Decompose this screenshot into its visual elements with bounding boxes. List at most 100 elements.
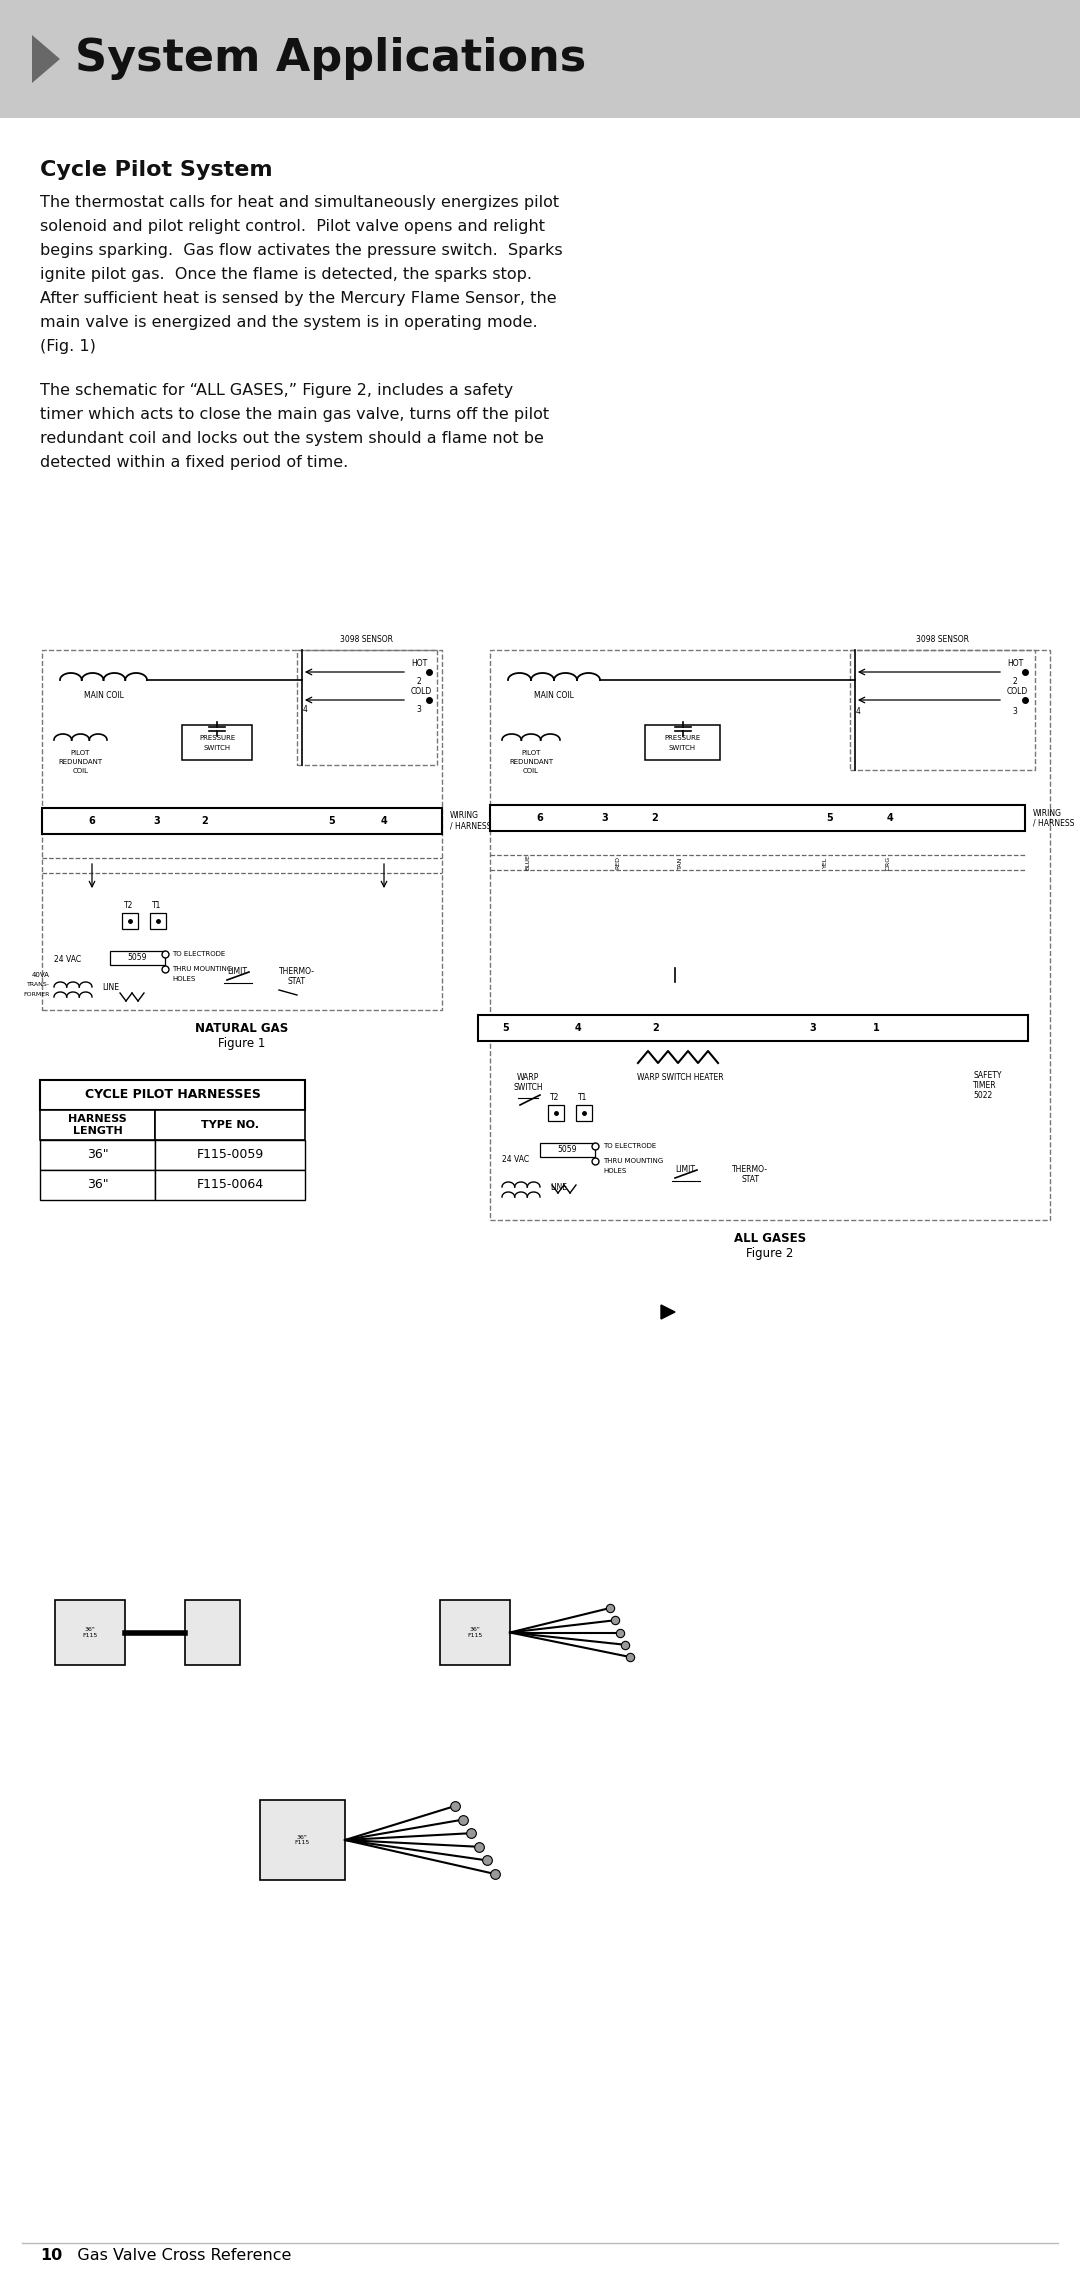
Text: 2: 2	[652, 1022, 660, 1034]
Text: detected within a fixed period of time.: detected within a fixed period of time.	[40, 455, 348, 471]
Text: Figure 1: Figure 1	[218, 1038, 266, 1050]
Text: ORG: ORG	[886, 855, 891, 869]
Bar	[150, 913, 166, 929]
Bar	[540, 1144, 595, 1157]
Text: 4: 4	[855, 707, 861, 716]
Text: THRU MOUNTING: THRU MOUNTING	[603, 1157, 663, 1164]
Text: begins sparking.  Gas flow activates the pressure switch.  Sparks: begins sparking. Gas flow activates the …	[40, 242, 563, 258]
Text: main valve is energized and the system is in operating mode.: main valve is energized and the system i…	[40, 316, 538, 329]
Text: BLUE: BLUE	[526, 855, 530, 871]
Text: 3: 3	[810, 1022, 816, 1034]
Text: T2: T2	[551, 1093, 559, 1102]
Bar	[156, 1109, 305, 1139]
Text: STAT: STAT	[741, 1176, 759, 1185]
Text: 36"
F115: 36" F115	[468, 1626, 483, 1637]
Text: 4: 4	[380, 816, 388, 826]
Text: After sufficient heat is sensed by the Mercury Flame Sensor, the: After sufficient heat is sensed by the M…	[40, 290, 556, 306]
Text: Gas Valve Cross Reference: Gas Valve Cross Reference	[62, 2248, 292, 2262]
Polygon shape	[32, 34, 60, 82]
Text: F115-0064: F115-0064	[197, 1178, 264, 1192]
Bar	[122, 913, 138, 929]
Text: RED: RED	[616, 855, 621, 869]
Text: 3: 3	[153, 816, 160, 826]
Text: 36": 36"	[86, 1148, 108, 1162]
Text: Figure 2: Figure 2	[746, 1246, 794, 1260]
Text: 3: 3	[417, 704, 421, 714]
Text: TRANS-: TRANS-	[27, 983, 50, 988]
Text: 2: 2	[1013, 677, 1017, 686]
Text: / HARNESS: / HARNESS	[1032, 819, 1075, 828]
Text: NATURAL GAS: NATURAL GAS	[195, 1022, 288, 1034]
Text: 5: 5	[502, 1022, 510, 1034]
Text: Cycle Pilot System: Cycle Pilot System	[40, 160, 272, 181]
Text: STAT: STAT	[288, 977, 306, 986]
Text: / HARNESS: / HARNESS	[450, 821, 491, 830]
Text: REDUNDANT: REDUNDANT	[509, 759, 553, 764]
Text: 5059: 5059	[127, 954, 147, 963]
Text: 24 VAC: 24 VAC	[502, 1155, 529, 1164]
Text: F115-0059: F115-0059	[197, 1148, 264, 1162]
Text: PILOT: PILOT	[71, 750, 91, 757]
Text: timer which acts to close the main gas valve, turns off the pilot: timer which acts to close the main gas v…	[40, 407, 549, 423]
Text: WIRING: WIRING	[1032, 810, 1062, 816]
Text: 2: 2	[417, 677, 421, 686]
Text: The schematic for “ALL GASES,” Figure 2, includes a safety: The schematic for “ALL GASES,” Figure 2,…	[40, 382, 513, 398]
Text: 24 VAC: 24 VAC	[54, 956, 81, 965]
Text: 2: 2	[651, 812, 659, 823]
Bar	[490, 650, 1050, 1219]
Text: SAFETY: SAFETY	[973, 1070, 1001, 1079]
Bar	[645, 725, 720, 759]
Text: solenoid and pilot relight control.  Pilot valve opens and relight: solenoid and pilot relight control. Pilo…	[40, 220, 545, 233]
Text: 10: 10	[40, 2248, 63, 2262]
Text: TYPE NO.: TYPE NO.	[201, 1121, 259, 1130]
Text: 4: 4	[887, 812, 893, 823]
Text: 6: 6	[537, 812, 543, 823]
Text: T1: T1	[578, 1093, 588, 1102]
Text: 36"
F115: 36" F115	[82, 1626, 97, 1637]
Text: T1: T1	[152, 901, 162, 910]
Text: 36": 36"	[86, 1178, 108, 1192]
Bar	[478, 1015, 1028, 1041]
Text: 6: 6	[89, 816, 95, 826]
Text: LINE: LINE	[102, 983, 119, 993]
Bar	[576, 1105, 592, 1121]
Bar	[156, 1139, 305, 1171]
Bar	[548, 1105, 564, 1121]
Text: (Fig. 1): (Fig. 1)	[40, 338, 96, 354]
Text: REDUNDANT: REDUNDANT	[58, 759, 103, 764]
Bar	[55, 1601, 125, 1665]
Text: TO ELECTRODE: TO ELECTRODE	[603, 1144, 657, 1148]
Text: WARP SWITCH HEATER: WARP SWITCH HEATER	[637, 1073, 724, 1082]
Text: SWITCH: SWITCH	[669, 746, 697, 750]
Text: HOLES: HOLES	[603, 1169, 626, 1173]
Text: FORMER: FORMER	[24, 993, 50, 997]
Bar	[40, 1079, 305, 1109]
Bar	[42, 807, 442, 835]
Text: HOT: HOT	[411, 659, 428, 668]
Text: TIMER: TIMER	[973, 1079, 997, 1089]
Bar	[110, 951, 165, 965]
Bar	[297, 650, 437, 764]
Text: 5: 5	[328, 816, 336, 826]
Bar	[40, 1139, 156, 1171]
Text: WIRING: WIRING	[450, 812, 480, 821]
Text: COLD: COLD	[1007, 688, 1028, 698]
Text: LIMIT: LIMIT	[227, 967, 247, 977]
Text: 40VA: 40VA	[32, 972, 50, 979]
Text: ALL GASES: ALL GASES	[734, 1230, 806, 1244]
Text: LIMIT: LIMIT	[675, 1166, 696, 1176]
Text: WARP: WARP	[517, 1073, 539, 1082]
Bar	[185, 1601, 240, 1665]
Text: MAIN COIL: MAIN COIL	[535, 691, 573, 700]
Text: TAN: TAN	[677, 855, 683, 869]
Text: PRESSURE: PRESSURE	[199, 734, 235, 741]
Text: 3: 3	[1013, 707, 1017, 716]
Text: 4: 4	[575, 1022, 581, 1034]
Text: 1: 1	[873, 1022, 879, 1034]
Bar	[183, 725, 252, 759]
Bar	[40, 1171, 156, 1201]
Bar	[40, 1109, 156, 1139]
Text: 3098 SENSOR: 3098 SENSOR	[340, 636, 393, 645]
Bar	[156, 1171, 305, 1201]
Text: HOLES: HOLES	[172, 977, 195, 981]
